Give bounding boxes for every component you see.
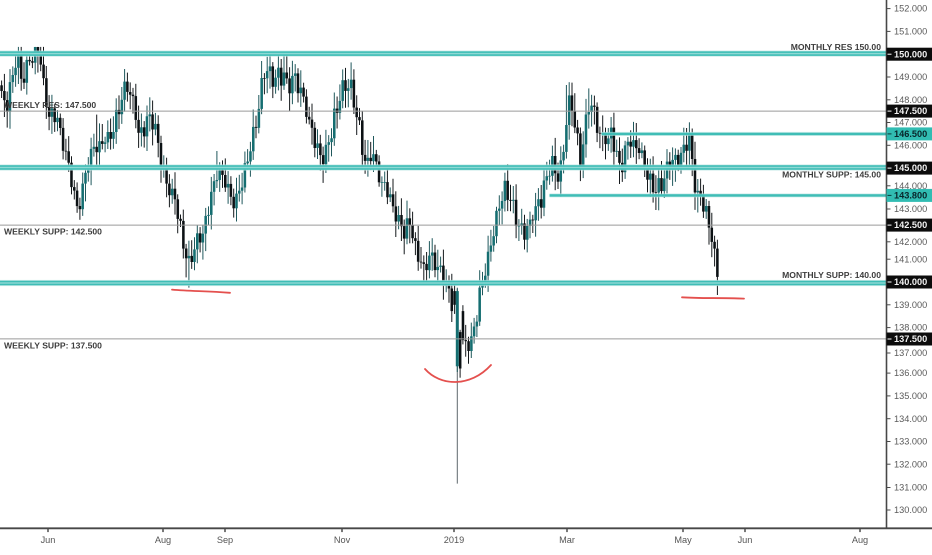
svg-text:WEEKLY SUPP: 137.500: WEEKLY SUPP: 137.500 xyxy=(4,341,102,351)
svg-text:133.000: 133.000 xyxy=(894,437,927,447)
svg-text:150.000: 150.000 xyxy=(894,49,927,59)
svg-text:132.000: 132.000 xyxy=(894,459,927,469)
svg-text:148.000: 148.000 xyxy=(894,95,927,105)
svg-text:2019: 2019 xyxy=(444,535,464,545)
svg-text:147.000: 147.000 xyxy=(894,118,927,128)
svg-text:146.000: 146.000 xyxy=(894,140,927,150)
svg-text:142.500: 142.500 xyxy=(894,220,927,230)
svg-text:135.000: 135.000 xyxy=(894,391,927,401)
svg-text:MONTHLY SUPP: 140.00: MONTHLY SUPP: 140.00 xyxy=(782,270,881,280)
svg-text:139.000: 139.000 xyxy=(894,300,927,310)
svg-text:Jun: Jun xyxy=(738,535,753,545)
svg-text:May: May xyxy=(674,535,692,545)
svg-text:130.000: 130.000 xyxy=(894,505,927,515)
svg-text:Mar: Mar xyxy=(559,535,575,545)
svg-text:143.000: 143.000 xyxy=(894,204,927,214)
svg-text:142.000: 142.000 xyxy=(894,237,927,247)
svg-text:138.000: 138.000 xyxy=(894,323,927,333)
svg-text:137.000: 137.000 xyxy=(894,348,927,358)
svg-text:149.000: 149.000 xyxy=(894,72,927,82)
svg-text:WEEKLY RES: 147.500: WEEKLY RES: 147.500 xyxy=(4,100,96,110)
svg-text:MONTHLY RES 150.00: MONTHLY RES 150.00 xyxy=(791,42,881,52)
svg-text:136.000: 136.000 xyxy=(894,368,927,378)
svg-text:MONTHLY SUPP: 145.00: MONTHLY SUPP: 145.00 xyxy=(782,170,881,180)
svg-text:Jun: Jun xyxy=(41,535,56,545)
svg-text:140.000: 140.000 xyxy=(894,277,927,287)
svg-text:Nov: Nov xyxy=(334,535,351,545)
svg-text:131.000: 131.000 xyxy=(894,483,927,493)
svg-text:146.500: 146.500 xyxy=(894,129,927,139)
svg-text:141.000: 141.000 xyxy=(894,254,927,264)
svg-text:152.000: 152.000 xyxy=(894,4,927,14)
svg-text:Sep: Sep xyxy=(217,535,233,545)
svg-text:147.500: 147.500 xyxy=(894,106,927,116)
svg-text:134.000: 134.000 xyxy=(894,414,927,424)
svg-text:151.000: 151.000 xyxy=(894,27,927,37)
svg-text:137.500: 137.500 xyxy=(894,334,927,344)
svg-text:145.000: 145.000 xyxy=(894,163,927,173)
svg-text:Aug: Aug xyxy=(852,535,868,545)
svg-text:143.800: 143.800 xyxy=(894,191,927,201)
svg-text:WEEKLY SUPP: 142.500: WEEKLY SUPP: 142.500 xyxy=(4,227,102,237)
svg-text:Aug: Aug xyxy=(155,535,171,545)
